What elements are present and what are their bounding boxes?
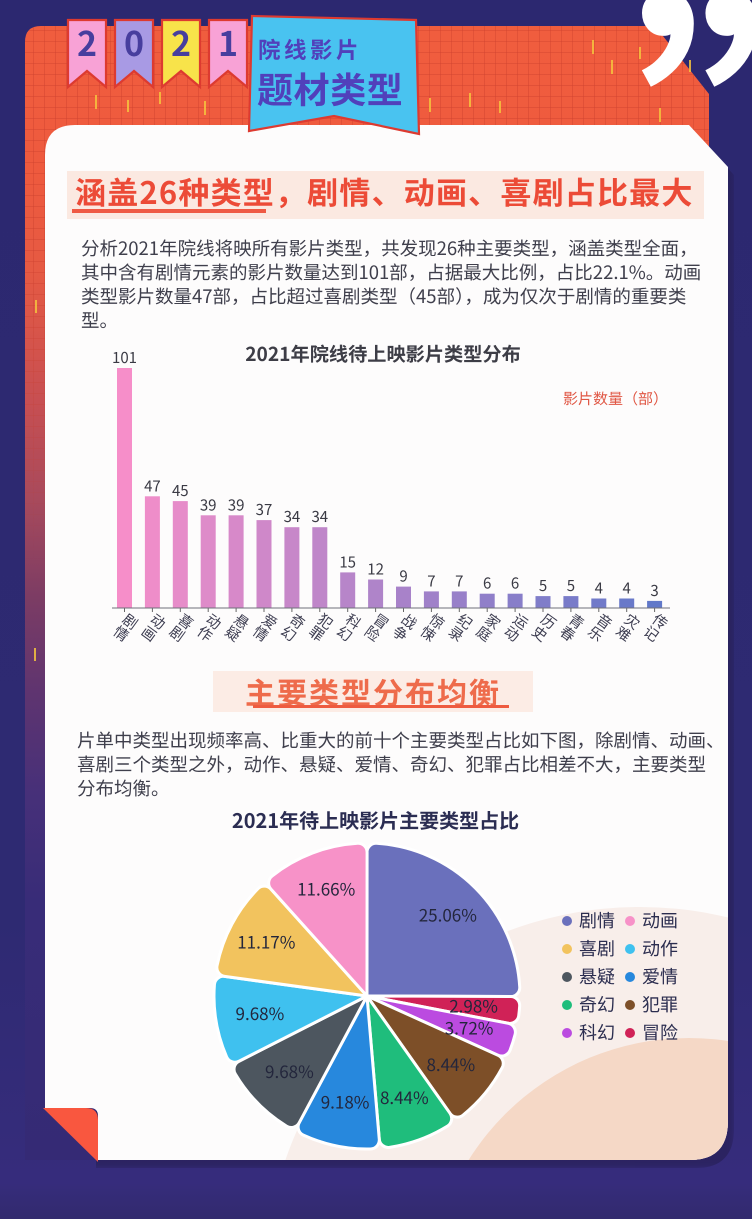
svg-text:101: 101 — [112, 347, 137, 368]
svg-text:3.72%: 3.72% — [445, 1015, 494, 1040]
svg-text:11.66%: 11.66% — [297, 876, 355, 901]
svg-text:39: 39 — [200, 494, 217, 515]
svg-text:4: 4 — [623, 578, 631, 599]
svg-text:7: 7 — [427, 570, 435, 591]
svg-text:5: 5 — [567, 575, 575, 596]
svg-text:2: 2 — [171, 17, 191, 66]
svg-text:8.44%: 8.44% — [380, 1084, 429, 1109]
svg-text:8.44%: 8.44% — [426, 1051, 475, 1076]
svg-text:47: 47 — [144, 475, 161, 496]
svg-text:25.06%: 25.06% — [419, 902, 477, 927]
svg-text:11.17%: 11.17% — [237, 929, 295, 954]
svg-text:院线影片: 院线影片 — [258, 33, 362, 65]
svg-text:34: 34 — [284, 506, 301, 527]
svg-text:0: 0 — [124, 17, 144, 66]
svg-text:题材类型: 题材类型 — [257, 62, 403, 114]
svg-text:9.68%: 9.68% — [265, 1058, 314, 1083]
svg-text:4: 4 — [595, 578, 603, 599]
svg-text:6: 6 — [511, 573, 519, 594]
svg-text:7: 7 — [455, 570, 463, 591]
svg-text:2021年院线待上映影片类型分布: 2021年院线待上映影片类型分布 — [245, 340, 521, 367]
svg-text:34: 34 — [311, 506, 328, 527]
svg-text:1: 1 — [218, 17, 238, 66]
svg-text:5: 5 — [539, 575, 547, 596]
svg-text:15: 15 — [339, 551, 356, 572]
svg-text:9: 9 — [399, 566, 407, 587]
svg-text:9.68%: 9.68% — [236, 1000, 285, 1025]
svg-text:37: 37 — [256, 499, 273, 520]
svg-text:2: 2 — [77, 17, 97, 66]
svg-text:39: 39 — [228, 494, 245, 515]
svg-text:12: 12 — [367, 559, 384, 580]
svg-text:2.98%: 2.98% — [449, 992, 498, 1017]
svg-text:影片数量（部）: 影片数量（部） — [563, 388, 668, 409]
svg-text:9.18%: 9.18% — [321, 1088, 370, 1113]
svg-text:45: 45 — [172, 480, 189, 501]
svg-text:6: 6 — [483, 573, 491, 594]
svg-text:3: 3 — [650, 580, 658, 601]
